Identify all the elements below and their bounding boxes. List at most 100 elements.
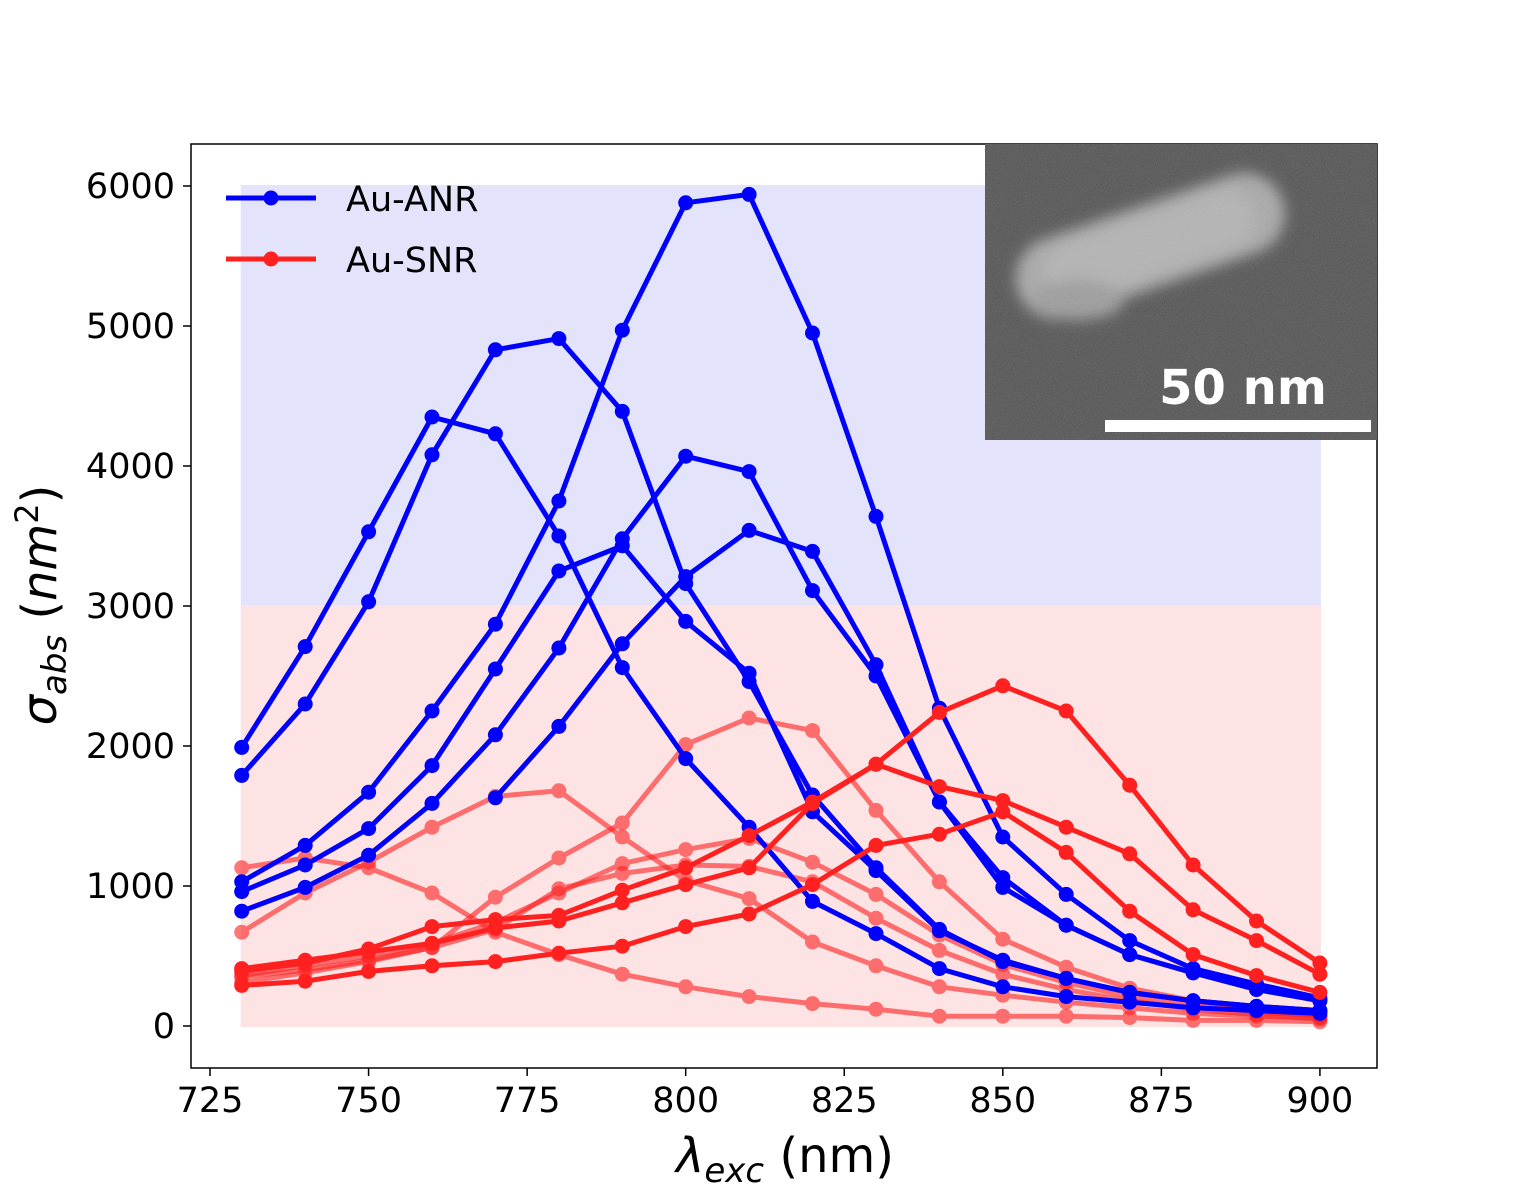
series-7-point-12 [995,793,1011,809]
series-4-point-6 [614,531,630,547]
series-11-point-12 [995,931,1011,947]
legend: Au-ANR Au-SNR [226,180,478,281]
series-4-point-5 [551,640,567,656]
series-1-point-5 [551,331,567,347]
series-7-point-7 [678,860,694,876]
series-6-point-8 [741,860,757,876]
series-7-point-17 [1312,966,1328,982]
series-2-point-7 [678,195,694,211]
series-11-point-11 [931,874,947,890]
series-11-point-6 [614,815,630,831]
series-1-point-6 [614,403,630,419]
x-axis-subscript: exc [704,1151,764,1191]
series-3-point-0 [234,884,250,900]
series-7-point-5 [551,907,567,923]
series-5 [487,522,1328,1009]
series-11-point-8 [741,710,757,726]
series-11-point-9 [805,723,820,739]
series-3-point-14 [1122,984,1138,1000]
series-10-point-9 [805,934,820,950]
series-4-point-3 [424,795,440,811]
series-7-point-13 [1058,819,1074,835]
series-7-point-14 [1122,846,1138,862]
series-1-point-3 [424,447,440,463]
series-7-point-10 [868,756,884,772]
series-4-point-8 [741,464,757,480]
x-tick-label-725: 725 [177,1081,244,1121]
series-4-point-4 [487,727,503,743]
series-8-point-4 [487,954,503,970]
series-3-point-10 [868,863,884,879]
series-3-point-5 [551,563,567,579]
y-axis: 0 1000 2000 3000 4000 5000 6000 [86,167,191,1047]
series-0-point-0 [234,739,250,755]
series-0-point-9 [805,893,820,909]
series-6-point-7 [678,877,694,893]
x-tick-label-775: 775 [494,1081,561,1121]
series-4-point-2 [361,847,377,863]
series-0-point-1 [297,639,313,655]
series-4-point-0 [234,903,250,919]
series-12-point-10 [868,886,884,902]
series-0-point-3 [424,409,440,425]
series-8-point-15 [1185,947,1201,963]
y-tick-label-3000: 3000 [86,587,175,627]
series-1-point-1 [297,696,313,712]
series-7-point-2 [361,941,377,957]
series-10-line [240,788,1320,1021]
y-axis-symbol: σ [12,693,68,725]
y-axis-subscript: abs [35,635,75,695]
series-0-line [239,414,1321,1016]
series-8-point-11 [931,826,947,842]
series-2-line [240,191,1321,1001]
x-axis-unit: (nm) [764,1128,894,1184]
series-7-point-15 [1185,902,1201,918]
series-12-point-7 [678,842,694,858]
series-2-point-5 [551,493,567,509]
series-11-point-4 [487,889,503,905]
series-10-point-6 [614,829,630,845]
series-0-point-5 [551,528,567,544]
series-2-point-10 [868,508,884,524]
series-1-point-4 [487,342,503,358]
series-0-point-4 [487,426,503,442]
series-6-point-6 [614,895,630,911]
series-8-point-2 [361,963,377,979]
series-7-point-0 [234,963,250,979]
y-tick-label-0: 0 [153,1007,175,1047]
series-3-point-8 [741,665,757,681]
series-0-point-12 [995,979,1011,995]
y-tick-label-4000: 4000 [86,447,175,487]
series-3-point-12 [995,952,1011,968]
series-7-point-11 [931,779,947,795]
series-8-point-12 [995,804,1011,820]
series-2-point-4 [487,616,503,632]
series-5-point-7 [931,794,947,810]
series-10-point-8 [741,891,757,907]
series-2-point-13 [1058,886,1074,902]
x-tick-label-750: 750 [335,1081,402,1121]
series-5-point-10 [1122,947,1138,963]
series-11-point-5 [551,850,567,866]
series-8-point-0 [234,977,250,993]
series-0 [234,409,1328,1021]
series-8-point-16 [1249,968,1264,984]
series-7-point-3 [424,919,440,935]
series-3-point-1 [297,857,313,873]
legend-marker-1 [263,251,279,267]
series-6-point-17 [1312,955,1328,971]
data-series [234,186,1328,1030]
series-8-point-10 [868,837,884,853]
series-6-point-12 [995,678,1011,694]
series-0-point-6 [614,660,630,676]
series-8-point-13 [1058,844,1074,860]
series-10-point-5 [551,783,567,799]
series-3-line [240,543,1321,1014]
series-3-point-11 [931,923,947,939]
series-6-line [241,683,1322,972]
inset-noise [985,144,1377,440]
y-tick-label-6000: 6000 [86,167,175,207]
series-7-point-6 [614,882,630,898]
x-tick-label-825: 825 [811,1081,878,1121]
